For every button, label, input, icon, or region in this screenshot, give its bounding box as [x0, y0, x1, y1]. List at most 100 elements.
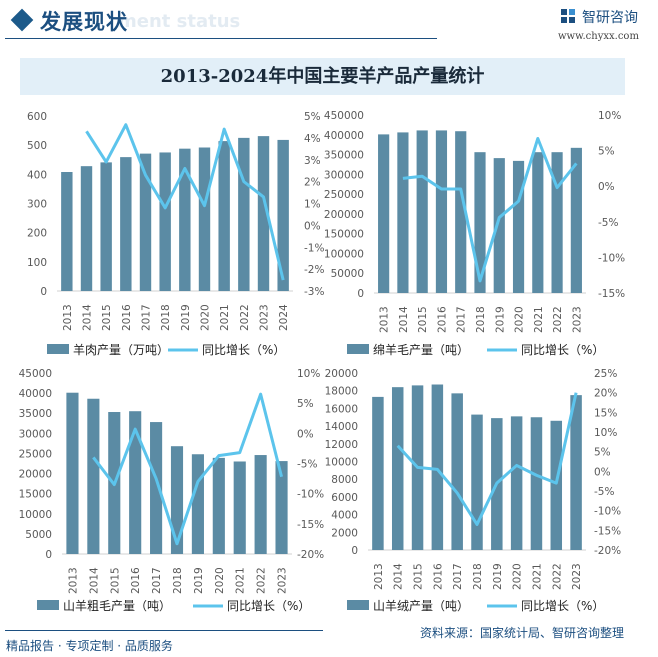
bar [212, 457, 225, 554]
bar [198, 147, 211, 291]
chart-2: 0 50000 100000 150000 200000 250000 300000 3500… [324, 110, 625, 357]
logo-url[interactable]: www.chyxx.com [558, 31, 639, 42]
x-axis-tick: 2018 [472, 563, 484, 590]
right-axis-tick: 25% [594, 368, 617, 380]
footer-slogan: 精品报告 · 专项定制 · 品质服务 [6, 639, 173, 653]
left-axis-tick: 450000 [324, 110, 364, 122]
bar [474, 152, 486, 293]
bar [532, 152, 544, 293]
left-axis-tick: 200 [27, 228, 47, 240]
left-axis-tick: 2000 [331, 527, 358, 539]
bar [397, 132, 409, 293]
right-axis-tick: 5% [297, 398, 314, 410]
right-axis-tick: -15% [297, 519, 324, 531]
x-axis-tick: 2015 [109, 567, 121, 594]
right-axis-tick: 0% [297, 428, 314, 440]
left-axis-tick: 30000 [19, 428, 52, 440]
left-axis-tick: 400000 [324, 130, 364, 142]
bar [120, 157, 132, 291]
left-axis-tick: 12000 [325, 439, 358, 451]
left-axis-tick: 300 [27, 199, 47, 211]
x-axis-tick: 2014 [88, 567, 100, 594]
left-axis-tick: 15000 [19, 489, 52, 501]
right-axis-tick: 1% [304, 199, 321, 211]
x-axis-tick: 2017 [456, 306, 468, 333]
x-axis-tick: 2022 [552, 306, 564, 333]
left-axis-tick: 250000 [324, 189, 364, 201]
section-title: 发展现状 [40, 10, 128, 34]
left-axis-tick: 200000 [324, 209, 364, 221]
right-axis-tick: 20% [594, 388, 617, 400]
chart-4: 0 2000 4000 6000 8000 10000 12000 14000 16000 180… [325, 368, 622, 613]
right-axis-tick: -5% [594, 486, 614, 498]
left-axis-tick: 18000 [325, 386, 358, 398]
x-axis-tick: 2017 [151, 567, 163, 594]
x-axis-tick: 2020 [214, 567, 226, 594]
bar [471, 414, 483, 550]
title-band [20, 58, 625, 95]
left-axis-tick: 20000 [19, 469, 52, 481]
right-axis-tick: 0% [598, 181, 615, 193]
bar [435, 130, 448, 293]
right-axis-tick: -20% [594, 545, 621, 557]
right-axis-tick: -10% [594, 506, 621, 518]
legend-line-label: 同比增长（%） [227, 599, 310, 613]
footer-source: 资料来源：国家统计局、智研咨询整理 [420, 626, 625, 640]
legend-bar-label: 绵羊毛产量（吨） [373, 342, 469, 357]
left-axis-tick: 5000 [25, 529, 52, 541]
x-axis-tick: 2022 [551, 563, 563, 590]
left-axis-tick: 0 [351, 545, 358, 557]
x-axis-tick: 2021 [531, 563, 543, 590]
bar [179, 148, 191, 291]
x-axis-tick: 2013 [379, 306, 391, 333]
legend-bar-label: 羊肉产量（万吨） [73, 342, 169, 357]
bar [61, 172, 73, 291]
right-axis-tick: -15% [598, 288, 625, 300]
bar [372, 396, 384, 550]
bar [129, 411, 142, 554]
x-axis-tick: 2021 [235, 567, 247, 594]
left-axis-tick: 0 [357, 288, 364, 300]
bar [87, 398, 100, 554]
x-axis-tick: 2014 [398, 306, 410, 333]
growth-line [396, 392, 578, 526]
right-axis-tick: -3% [304, 286, 324, 298]
chart-3: 0 5000 10000 15000 20000 25000 30000 35000 40000… [19, 368, 325, 613]
bar [238, 137, 250, 291]
bar [170, 446, 184, 554]
right-axis-tick: 0% [304, 220, 321, 232]
x-axis-tick: 2015 [417, 306, 429, 333]
main-title: 2013-2024年中国主要羊产品产量统计 [160, 66, 485, 87]
x-axis-tick: 2019 [193, 567, 205, 594]
bar [510, 416, 523, 550]
x-axis-tick: 2022 [239, 304, 251, 331]
right-axis-tick: -20% [297, 549, 324, 561]
x-axis-tick: 2017 [141, 304, 153, 331]
bar [254, 455, 267, 554]
growth-line [92, 392, 283, 546]
legend-bar-swatch [347, 344, 369, 354]
x-axis-tick: 2024 [278, 304, 290, 331]
left-axis-tick: 6000 [331, 492, 358, 504]
legend-bar-label: 山羊绒产量（吨） [373, 598, 469, 613]
left-axis-tick: 400 [27, 169, 47, 181]
x-axis-tick: 2015 [101, 304, 113, 331]
x-axis-tick: 2023 [277, 567, 289, 594]
x-axis-tick: 2020 [200, 304, 212, 331]
x-axis-tick: 2021 [533, 306, 545, 333]
bar [191, 454, 204, 554]
bar [550, 420, 563, 550]
right-axis-tick: 5% [598, 146, 615, 158]
bar [570, 147, 582, 293]
bar [257, 136, 270, 291]
right-axis-tick: 0% [594, 466, 611, 478]
left-axis-tick: 40000 [19, 388, 52, 400]
x-axis-tick: 2014 [82, 304, 94, 331]
left-axis-tick: 100 [27, 257, 47, 269]
x-axis-tick: 2016 [432, 563, 444, 590]
legend-bar-swatch [37, 600, 59, 610]
left-axis-tick: 14000 [325, 421, 358, 433]
left-axis-tick: 20000 [325, 368, 358, 380]
bar [233, 461, 246, 554]
